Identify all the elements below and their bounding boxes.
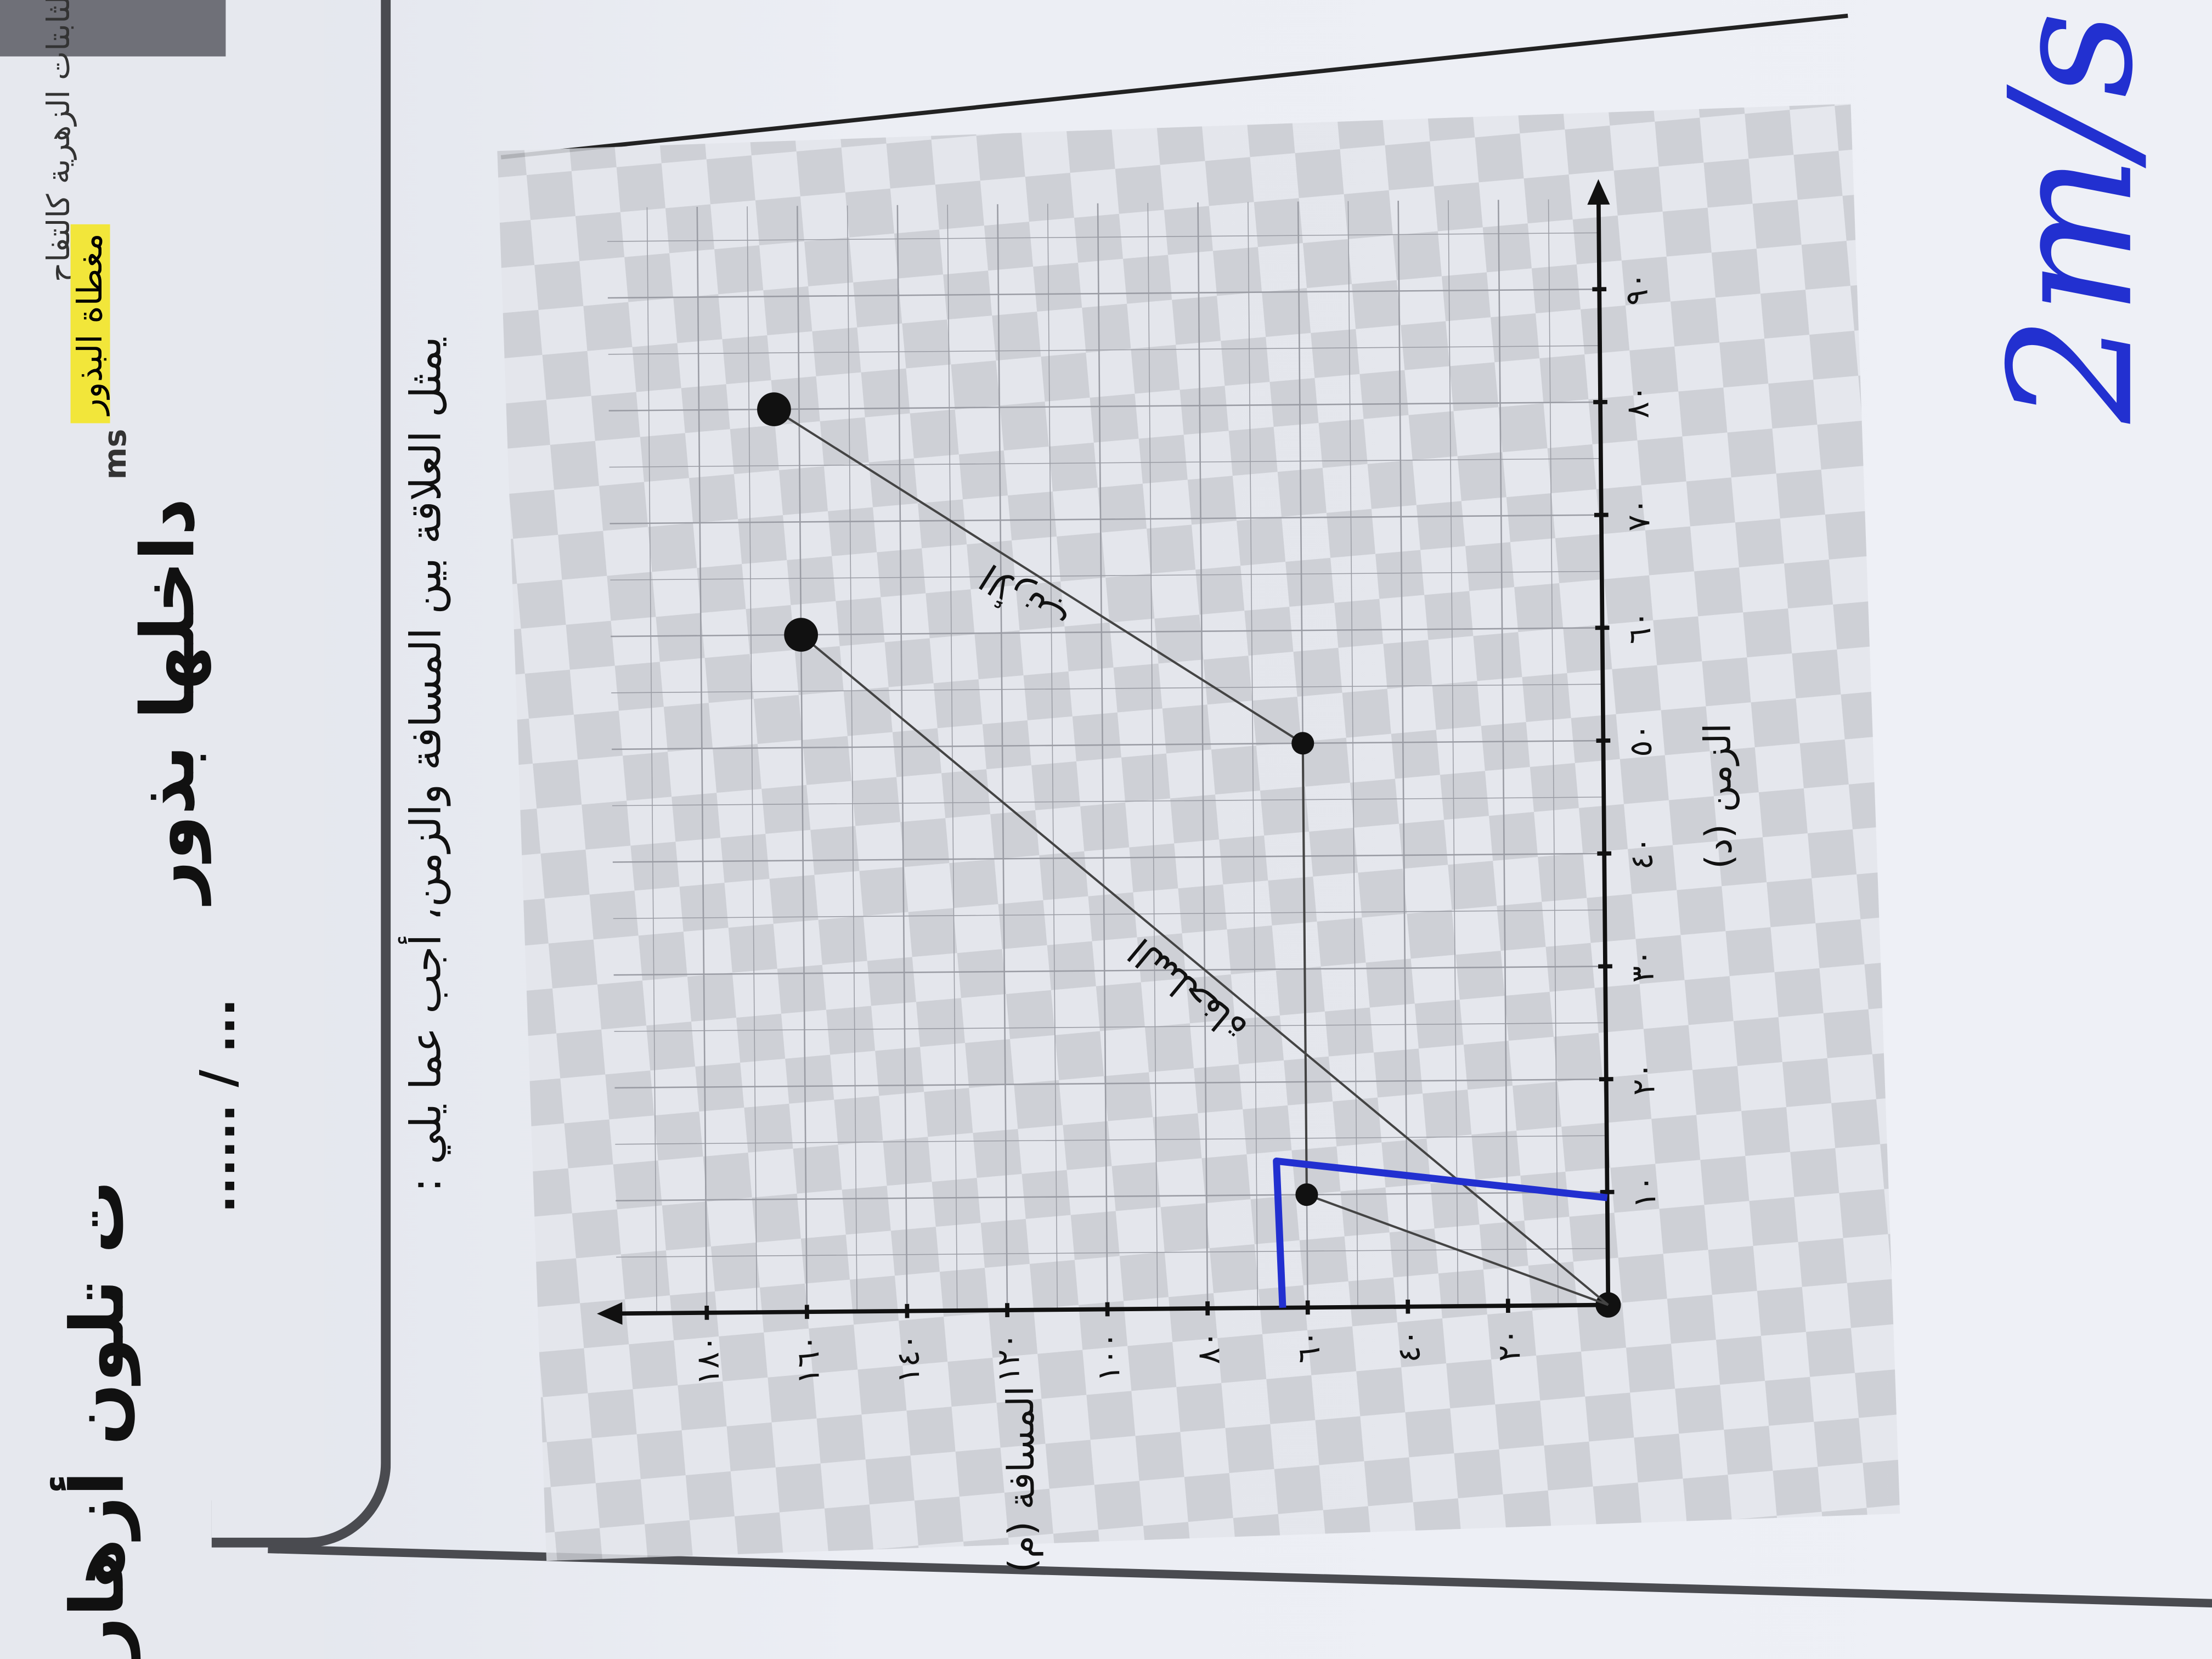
grid-line-horizontal [1197, 202, 1209, 1308]
y-tick-label: ١٦٠ [790, 1334, 827, 1385]
y-tick-label: ٨٠ [1190, 1331, 1227, 1364]
grid-line-vertical [609, 458, 1601, 468]
chart-background [497, 104, 1900, 1561]
grid-line-vertical [615, 1135, 1607, 1145]
grid-line-horizontal [896, 205, 908, 1311]
grid-line-horizontal [696, 206, 708, 1313]
x-axis-arrow [1587, 179, 1610, 205]
x-tick-label: ٢٠ [1626, 1062, 1662, 1096]
grid-line-vertical [614, 1022, 1606, 1032]
grid-line-vertical [616, 1191, 1607, 1201]
x-tick-label: ٣٠ [1624, 949, 1661, 983]
grid-line-vertical [612, 853, 1605, 863]
grid-line-horizontal [1497, 200, 1509, 1306]
y-axis [616, 1302, 1609, 1316]
grid-line-horizontal [1397, 200, 1409, 1307]
grid-line-vertical [611, 627, 1602, 637]
grid-line-vertical [607, 288, 1600, 299]
data-point [1295, 1183, 1318, 1206]
shadow-corner [0, 0, 226, 57]
data-point [757, 392, 791, 426]
x-axis-label: الزمن (د) [1696, 723, 1741, 869]
x-tick-label: ١٠ [1627, 1175, 1663, 1209]
grid-line-vertical [610, 514, 1601, 524]
grid-line-vertical [612, 797, 1604, 806]
x-tick-label: ٩٠ [1618, 272, 1655, 306]
y-tick-label: ٤٠ [1391, 1329, 1427, 1363]
grid-line-vertical [611, 684, 1603, 693]
handwritten-blue-mark [1273, 1157, 1608, 1308]
grid-line-vertical [613, 966, 1606, 976]
x-tick-label: ٤٠ [1623, 836, 1660, 870]
grid-line-horizontal [1147, 202, 1158, 1309]
y-tick-label: ١٠٠ [1091, 1331, 1127, 1382]
series-line-turtle [800, 634, 1609, 1306]
grid-line-vertical [616, 1248, 1608, 1258]
grid-line-vertical [614, 1078, 1606, 1089]
grid-line-horizontal [1047, 204, 1058, 1310]
grid-line-vertical [613, 909, 1605, 919]
grid-line-horizontal [947, 204, 958, 1311]
x-tick-label: ٥٠ [1623, 724, 1660, 757]
data-point [784, 618, 818, 652]
grid-line-horizontal [847, 205, 857, 1312]
grid-line-vertical [607, 232, 1599, 242]
grid-line-horizontal [1347, 201, 1358, 1307]
y-tick-label: ٢٠ [1491, 1328, 1528, 1362]
grid-line-horizontal [1248, 202, 1259, 1308]
y-tick-label: ٦٠ [1291, 1330, 1328, 1363]
x-tick-label: ٧٠ [1621, 498, 1657, 531]
x-axis [1596, 199, 1611, 1305]
data-point [1291, 732, 1314, 755]
grid-line-vertical [610, 571, 1602, 581]
previous-page-strip [0, 0, 325, 1659]
y-tick-label: ١٨٠ [690, 1335, 726, 1386]
x-tick-label: ٨٠ [1620, 385, 1656, 419]
series-line-rabbit [773, 408, 1609, 1306]
grid-line-horizontal [997, 204, 1008, 1311]
grid-line-vertical [608, 345, 1600, 355]
grid-line-horizontal [1097, 203, 1108, 1310]
y-axis-label: المسافة (م) [999, 1386, 1043, 1573]
y-tick-label: ١٢٠ [990, 1333, 1027, 1383]
grid-line-horizontal [797, 206, 808, 1312]
grid-line-horizontal [747, 206, 758, 1313]
y-tick-label: ١٤٠ [890, 1334, 927, 1384]
grid-line-horizontal [1548, 199, 1559, 1306]
grid-line-vertical [612, 740, 1604, 751]
grid-line-horizontal [1448, 200, 1459, 1306]
grid-line-horizontal [646, 207, 657, 1313]
y-axis-arrow [597, 1302, 623, 1325]
x-tick-label: ٦٠ [1622, 611, 1658, 644]
